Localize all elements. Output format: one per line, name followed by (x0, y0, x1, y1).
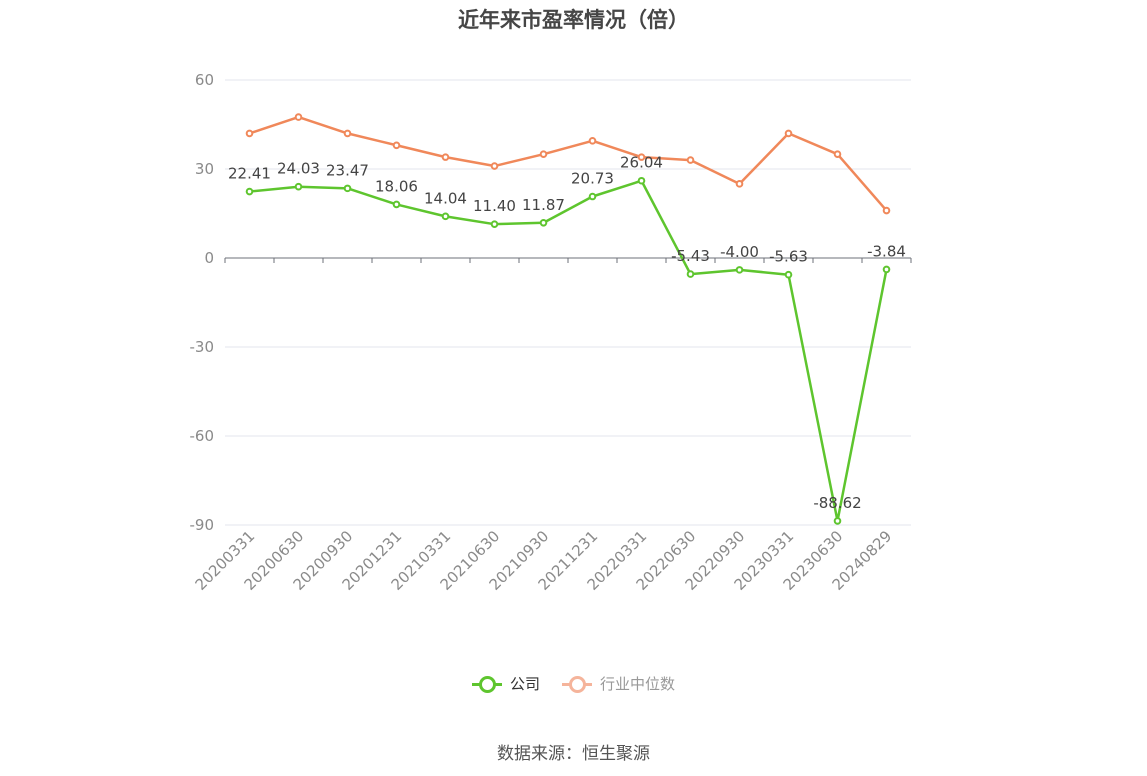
data-label: 14.04 (424, 189, 467, 207)
y-tick-label: 30 (195, 160, 214, 178)
legend-line-circle-icon (471, 674, 502, 694)
data-label: -88.62 (813, 494, 861, 512)
data-point (735, 266, 744, 274)
legend-item-company[interactable]: 公司 (471, 673, 540, 694)
series-line (249, 179, 888, 523)
data-point (784, 129, 793, 138)
data-point (343, 129, 352, 138)
data-point (882, 206, 891, 215)
y-tick-label: 0 (204, 249, 214, 267)
data-point (539, 150, 548, 158)
data-point (539, 218, 548, 227)
legend-label-industry-median: 行业中位数 (600, 675, 676, 693)
data-point (833, 150, 842, 158)
data-point (441, 153, 450, 161)
data-label: 11.40 (473, 197, 516, 215)
data-point (882, 265, 891, 274)
data-point (490, 162, 499, 170)
data-point (245, 187, 254, 196)
data-labels: 22.41 24.03 23.47 18.06 14.04 11.40 11.87 20.73… (228, 154, 906, 512)
legend-line-circle-icon (562, 674, 592, 694)
data-point (392, 200, 401, 209)
data-label: 18.06 (375, 177, 418, 195)
data-point (490, 220, 499, 228)
data-label: 26.04 (620, 154, 663, 172)
series-lines (245, 113, 891, 525)
data-label: 11.87 (522, 196, 565, 214)
data-label: -4.00 (720, 243, 759, 261)
y-tick-label: -90 (190, 516, 215, 534)
data-source-note: 数据来源：恒生聚源 (497, 744, 650, 764)
data-label: -5.43 (671, 247, 710, 265)
data-point (588, 192, 597, 201)
data-label: -3.84 (867, 242, 906, 260)
data-point (784, 270, 793, 279)
series-line (249, 115, 888, 212)
data-point (588, 137, 597, 145)
data-point (343, 184, 352, 193)
legend-item-industry-median[interactable]: 行业中位数 (562, 673, 675, 694)
y-tick-label: -60 (190, 427, 215, 445)
data-point (441, 212, 450, 221)
legend: 公司 行业中位数 (0, 673, 1147, 694)
data-point (245, 129, 254, 138)
data-label: -5.63 (769, 248, 808, 266)
axes: 60300-30-60-9020200331202006302020093020… (190, 71, 912, 594)
data-label: 22.41 (228, 165, 271, 183)
data-label: 23.47 (326, 161, 369, 179)
chart-title: 近年来市盈率情况（倍） (458, 8, 689, 32)
data-point (637, 153, 646, 161)
grid-lines (225, 79, 911, 526)
data-point (637, 176, 646, 185)
legend-label-company: 公司 (509, 675, 540, 693)
data-point (686, 156, 695, 164)
data-point (294, 182, 303, 191)
y-tick-label: -30 (190, 338, 215, 356)
data-point (686, 270, 695, 278)
data-point (735, 180, 744, 188)
data-point (833, 517, 842, 525)
data-label: 20.73 (571, 170, 614, 188)
data-point (294, 113, 303, 121)
data-label: 24.03 (277, 160, 320, 178)
data-point (392, 141, 401, 150)
y-tick-label: 60 (195, 71, 214, 89)
